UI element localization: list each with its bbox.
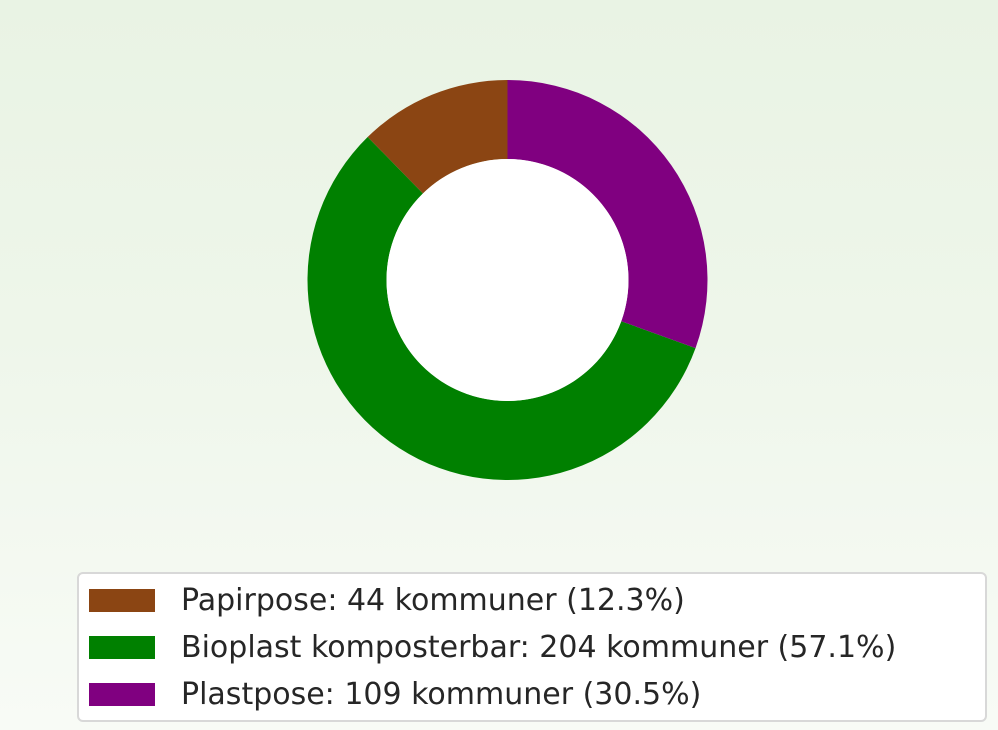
legend-swatch-papirpose [89,588,155,612]
legend-swatch-plastpose [89,682,155,706]
legend-label-papirpose: Papirpose: 44 kommuner (12.3%) [181,582,685,618]
donut-slice-plastpose [507,80,708,349]
legend-item-bioplast: Bioplast komposterbar: 204 kommuner (57.… [89,627,896,667]
legend: Papirpose: 44 kommuner (12.3%) Bioplast … [77,572,987,722]
donut-slice-bioplast-komposterbar [307,137,696,481]
donut-hole [386,159,629,401]
donut-slice-papirpose [367,80,508,194]
legend-label-plastpose: Plastpose: 109 kommuner (30.5%) [181,676,702,712]
legend-swatch-bioplast [89,635,155,659]
legend-item-plastpose: Plastpose: 109 kommuner (30.5%) [89,674,701,714]
legend-item-papirpose: Papirpose: 44 kommuner (12.3%) [89,580,685,620]
legend-label-bioplast: Bioplast komposterbar: 204 kommuner (57.… [181,629,897,665]
